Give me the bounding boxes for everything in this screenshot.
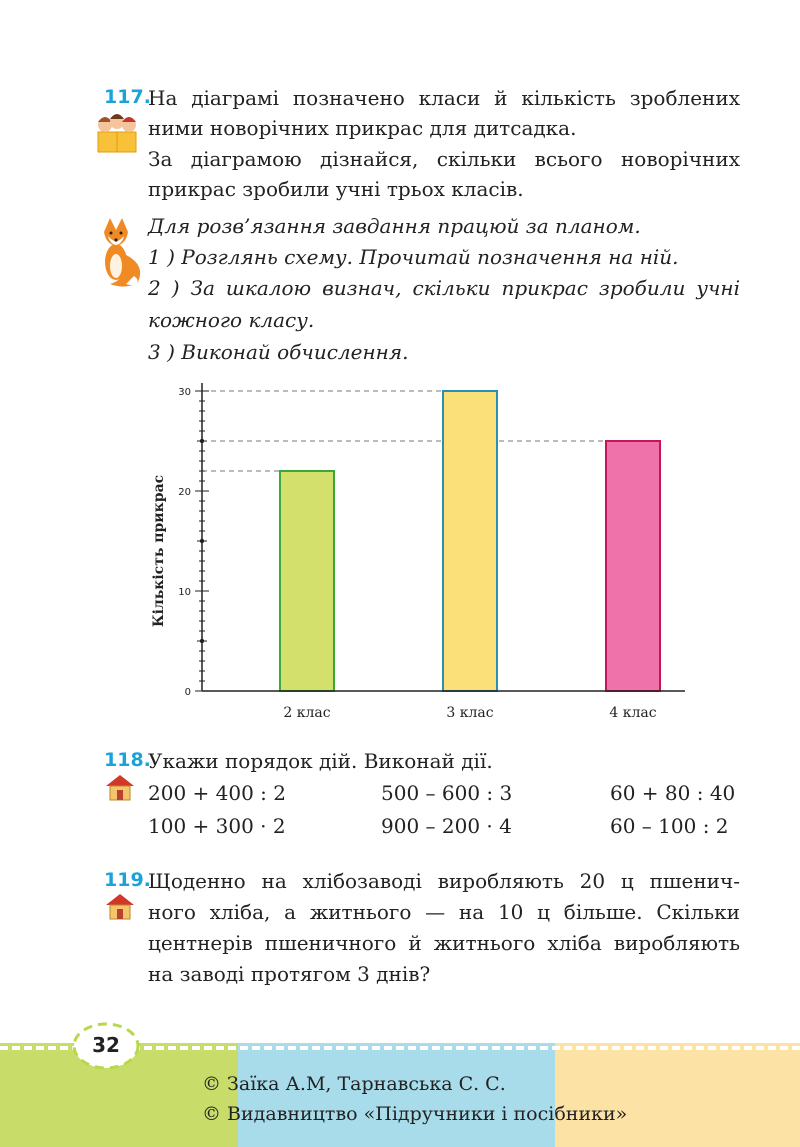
task-117-number: 117. — [104, 86, 151, 108]
expression-2-2: 900 – 200 · 4 — [381, 814, 512, 838]
expression-1-3: 60 + 80 : 40 — [610, 781, 736, 805]
expression-2-3: 60 – 100 : 2 — [610, 814, 729, 838]
bar-3 — [605, 440, 661, 692]
house-icon — [106, 894, 134, 920]
task-119-number: 119. — [104, 869, 151, 891]
plan-step-2-cont: кожного класу. — [148, 308, 315, 332]
task-119-line-1: Щоденно на хлібозаводі виробляють 20 ц п… — [148, 869, 740, 893]
fox-icon — [104, 218, 141, 287]
y-tick-label: 30 — [178, 387, 191, 398]
bar-2 — [442, 390, 498, 692]
x-tick-label: 3 клас — [446, 705, 493, 721]
plan-step-1: 1 ) Розглянь схему. Прочитай позначення … — [148, 245, 679, 269]
bar-chart: 2 клас 3 клас 4 клас 0 10 20 30 Кількість прикр… — [151, 383, 685, 721]
x-tick-label: 2 клас — [283, 705, 330, 721]
house-icon — [106, 775, 134, 801]
task-119-line-2: ного хліба, а житнього — на 10 ц більше.… — [148, 900, 740, 924]
copyright-authors: © Заїка А.М, Тарнавська С. С. — [202, 1073, 506, 1095]
y-tick-label: 20 — [178, 487, 191, 498]
bar-1 — [279, 470, 335, 692]
copyright-publisher: © Видавництво «Підручники і посібники» — [202, 1103, 628, 1125]
footer-dashes — [0, 1046, 800, 1050]
y-axis-label: Кількість прикрас — [151, 475, 167, 627]
page-number-badge — [72, 1022, 140, 1070]
x-tick-label: 4 клас — [609, 705, 656, 721]
plan-step-3: 3 ) Виконай обчислення. — [148, 340, 409, 364]
expression-2-1: 100 + 300 · 2 — [148, 814, 286, 838]
reading-children-icon — [97, 114, 137, 153]
y-tick-dot — [199, 438, 205, 444]
page-number: 32 — [92, 1033, 120, 1057]
expression-1-2: 500 – 600 : 3 — [381, 781, 513, 805]
task-119-line-4: на заводі протягом 3 днів? — [148, 962, 431, 986]
y-tick-label: 10 — [178, 587, 191, 598]
expression-1-1: 200 + 400 : 2 — [148, 781, 286, 805]
task-119-line-3: центнерів пшеничного й житнього хліба ви… — [148, 931, 740, 955]
task-117-line-1: На діаграмі позначено класи й кількість … — [148, 86, 740, 110]
y-tick-dot — [199, 538, 205, 544]
task-117-line-4: прикрас зробили учні трьох класів. — [148, 177, 524, 201]
task-118-number: 118. — [104, 749, 151, 771]
y-tick-label: 0 — [185, 687, 191, 698]
task-118-text: Укажи порядок дій. Виконай дії. — [148, 749, 493, 773]
footer-band-yellow — [555, 1043, 800, 1147]
task-117-line-2: ними новорічних прикрас для дитсадка. — [148, 116, 577, 140]
plan-step-2: 2 ) За шкалою визнач, скільки прикрас зр… — [148, 276, 740, 300]
footer-band-blue — [238, 1043, 555, 1147]
y-tick-dot — [199, 638, 205, 644]
task-117-line-3: За діаграмою дізнайся, скільки всього но… — [148, 147, 740, 171]
plan-intro: Для розв’язання завдання працюй за плано… — [148, 214, 641, 238]
